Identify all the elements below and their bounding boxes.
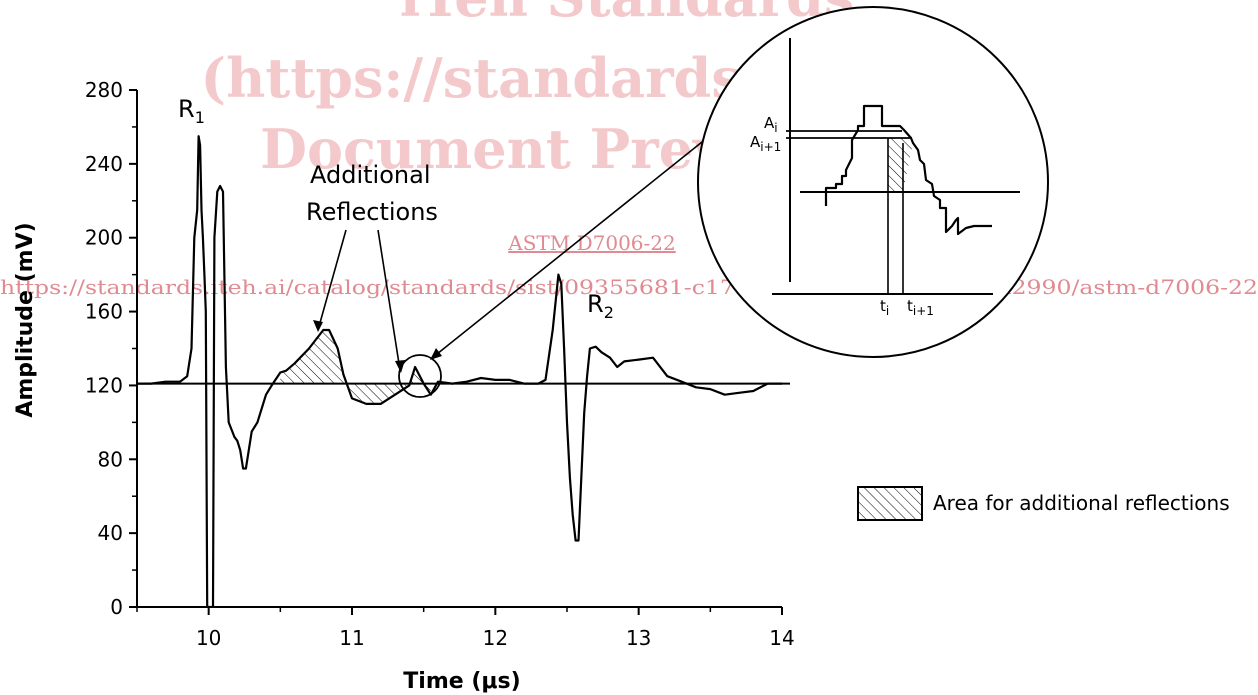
- y-tick-label: 80: [98, 447, 123, 471]
- svg-text:ti+1: ti+1: [907, 297, 934, 318]
- r1-label: R: [178, 95, 195, 123]
- inset-ai1-subscript: i+1: [760, 140, 781, 154]
- watermark-std: ASTM D7006-22: [507, 231, 675, 255]
- watermark: iTeh Standards (https://standards.iteh.a…: [0, 0, 1258, 299]
- y-axis-title: Amplitude (mV): [13, 222, 38, 417]
- signal-line: [137, 135, 782, 607]
- inset-circle: [697, 6, 1049, 358]
- y-tick-label: 40: [98, 521, 123, 545]
- reflections-arrow-2: [377, 229, 401, 371]
- r1-subscript: 1: [195, 108, 205, 127]
- x-tick-label: 13: [626, 626, 651, 650]
- reflections-arrow-1: [317, 229, 347, 331]
- r2-label: R: [587, 290, 604, 318]
- svg-text:Ai+1: Ai+1: [750, 133, 781, 154]
- watermark-line1: iTeh Standards: [400, 0, 854, 29]
- legend-hatch-swatch: [857, 486, 923, 521]
- y-tick-label: 200: [85, 226, 123, 250]
- x-tick-label: 10: [196, 626, 221, 650]
- y-tick-label: 120: [85, 373, 123, 397]
- reflections-arrowhead-1: [313, 320, 323, 332]
- x-tick-label: 14: [769, 626, 794, 650]
- legend: Area for additional reflections: [857, 486, 1230, 521]
- reflections-line1: Additional: [310, 161, 430, 189]
- inset-ai-label: A: [764, 114, 775, 132]
- inset-hatched-area: [888, 138, 913, 192]
- zoom-leader-line: [431, 117, 733, 359]
- inset-ti1-label: t: [907, 297, 913, 315]
- reflections-line2: Reflections: [306, 198, 438, 226]
- hatched-reflection-area: [280, 330, 352, 399]
- y-tick-label: 240: [85, 152, 123, 176]
- svg-text:ti: ti: [880, 297, 889, 318]
- annotation-reflections: Additional Reflections: [306, 161, 438, 373]
- y-ticks: 0 40 80 120 160 200 240 280: [85, 78, 137, 619]
- legend-label: Area for additional reflections: [933, 491, 1230, 515]
- zoom-circle: [398, 354, 442, 398]
- inset-ti1-subscript: i+1: [913, 304, 934, 318]
- inset-ti-subscript: i: [886, 304, 889, 318]
- y-tick-label: 160: [85, 300, 123, 324]
- watermark-url: https://standards.iteh.ai/catalog/standa…: [0, 275, 1258, 299]
- y-tick-label: 280: [85, 78, 123, 102]
- inset-ai1-label: A: [750, 133, 761, 151]
- annotation-r1: R1: [178, 95, 205, 127]
- x-tick-label: 11: [339, 626, 364, 650]
- x-ticks: 10 11 12 13 14: [136, 607, 795, 650]
- x-tick-label: 12: [483, 626, 508, 650]
- inset-magnifier: Ai Ai+1 ti ti+1: [697, 6, 1049, 358]
- inset-ti-label: t: [880, 297, 886, 315]
- svg-text:Ai: Ai: [764, 114, 778, 135]
- hatched-reflection-area: [352, 367, 416, 404]
- annotation-r2: R2: [587, 290, 614, 322]
- x-axis-title: Time (μs): [403, 669, 520, 694]
- svg-text:R2: R2: [587, 290, 614, 322]
- zoom-leader-arrowhead: [430, 348, 442, 360]
- y-tick-label: 0: [110, 595, 123, 619]
- svg-text:R1: R1: [178, 95, 205, 127]
- inset-ai-subscript: i: [774, 121, 777, 135]
- r2-subscript: 2: [604, 303, 614, 322]
